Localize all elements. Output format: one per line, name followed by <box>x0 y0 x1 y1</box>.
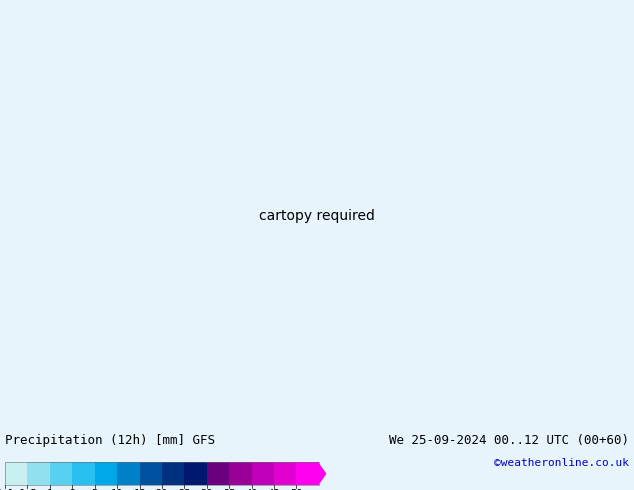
Text: 0.5: 0.5 <box>18 489 37 490</box>
Text: ©weatheronline.co.uk: ©weatheronline.co.uk <box>494 458 629 468</box>
Bar <box>230 462 252 486</box>
Bar <box>297 462 319 486</box>
Bar <box>139 462 162 486</box>
Text: We 25-09-2024 00..12 UTC (00+60): We 25-09-2024 00..12 UTC (00+60) <box>389 434 629 447</box>
Text: 25: 25 <box>178 489 191 490</box>
Bar <box>5 462 27 486</box>
Bar <box>5 462 319 486</box>
Bar <box>252 462 274 486</box>
Text: 50: 50 <box>290 489 303 490</box>
Text: 35: 35 <box>223 489 235 490</box>
FancyArrow shape <box>318 462 327 486</box>
Bar <box>50 462 72 486</box>
Text: 20: 20 <box>156 489 168 490</box>
Text: 30: 30 <box>200 489 213 490</box>
Bar <box>27 462 50 486</box>
Text: 15: 15 <box>133 489 146 490</box>
Text: 45: 45 <box>268 489 280 490</box>
Text: 1: 1 <box>47 489 53 490</box>
Text: 40: 40 <box>245 489 258 490</box>
Bar <box>207 462 230 486</box>
Bar <box>72 462 94 486</box>
Text: cartopy required: cartopy required <box>259 209 375 223</box>
Text: 5: 5 <box>91 489 98 490</box>
Text: Precipitation (12h) [mm] GFS: Precipitation (12h) [mm] GFS <box>5 434 215 447</box>
Bar <box>94 462 117 486</box>
Bar <box>162 462 184 486</box>
Bar <box>184 462 207 486</box>
Text: 0.1: 0.1 <box>0 489 15 490</box>
Bar <box>117 462 139 486</box>
Bar <box>274 462 297 486</box>
Text: 10: 10 <box>111 489 124 490</box>
Text: 2: 2 <box>69 489 75 490</box>
